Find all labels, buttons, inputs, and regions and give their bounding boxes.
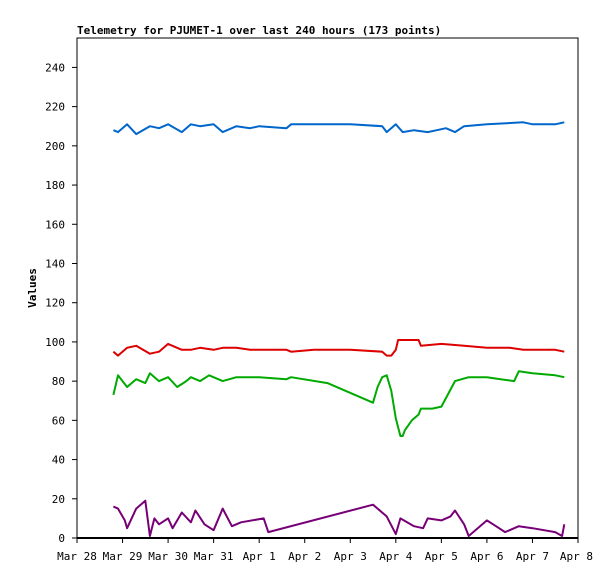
y-tick-label: 40 [52,454,65,467]
x-tick-label: Apr 2 [288,550,321,563]
y-tick-label: 0 [58,532,65,545]
series-line-1 [113,121,565,136]
y-tick-label: 100 [45,336,65,349]
x-tick-label: Mar 29 [103,550,143,563]
y-tick-label: 220 [45,101,65,114]
y-axis-label: Values [26,268,39,308]
series-line-2 [112,339,565,357]
y-tick-label: 60 [52,414,65,427]
y-tick-label: 80 [52,375,65,388]
x-tick-label: Apr 4 [379,550,412,563]
chart-title: Telemetry for PJUMET-1 over last 240 hou… [77,24,441,37]
x-tick-label: Mar 31 [194,550,234,563]
y-tick-label: 160 [45,218,65,231]
x-tick-label: Mar 30 [148,550,188,563]
y-axis: 0 20 40 60 80 100 120 140 160 180 200 220 240 [45,61,77,545]
x-tick-label: Apr 6 [470,550,503,563]
y-tick-label: 120 [45,297,65,310]
plot-area-frame [76,37,579,539]
y-tick-label: 20 [52,493,65,506]
x-tick-label: Apr 1 [243,550,276,563]
x-tick-label: Apr 8 [560,550,593,563]
series-layer [77,121,578,539]
x-tick-label: Apr 5 [425,550,458,563]
y-tick-label: 140 [45,257,65,270]
x-tick-label: Mar 28 [57,550,97,563]
series-line-3 [112,370,565,437]
x-tick-label: Apr 7 [516,550,549,563]
x-axis: Mar 28 Mar 29 Mar 30 Mar 31 Apr 1 Apr 2 Apr 3 A… [57,538,593,563]
x-tick-label: Apr 3 [334,550,367,563]
y-tick-label: 180 [45,179,65,192]
series-line-4 [113,499,566,537]
y-tick-label: 240 [45,61,65,74]
y-tick-label: 200 [45,140,65,153]
